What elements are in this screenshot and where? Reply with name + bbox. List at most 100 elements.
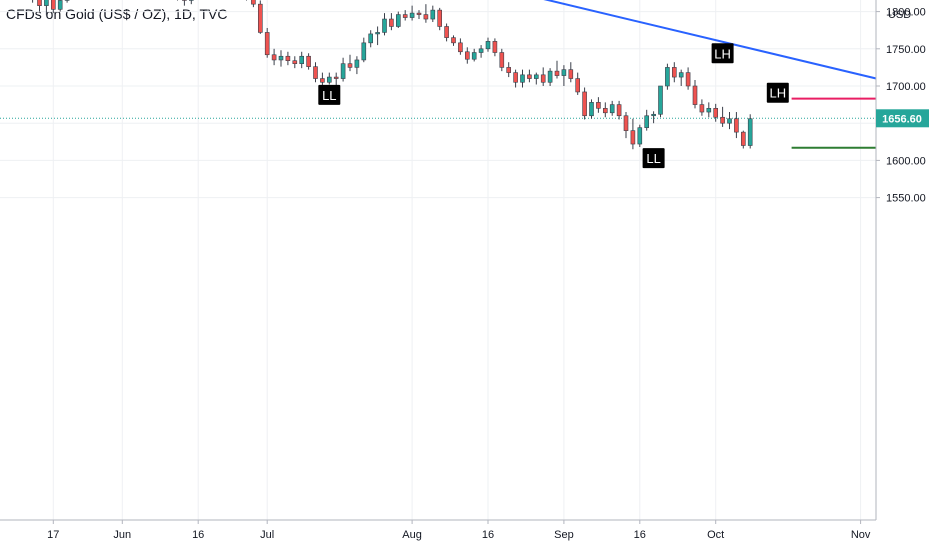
price-badge <box>876 109 929 128</box>
price-badge-label: 1656.60 <box>882 113 922 125</box>
candle-body[interactable] <box>630 130 636 145</box>
y-tick-label: 1800.00 <box>886 7 926 19</box>
candle-body[interactable] <box>740 131 746 146</box>
candle-body[interactable] <box>651 113 656 117</box>
candle-body[interactable] <box>685 72 691 87</box>
candle-body[interactable] <box>430 9 436 20</box>
candle-body[interactable] <box>57 0 63 10</box>
candle-body[interactable] <box>416 12 422 15</box>
x-tick-label: 16 <box>634 529 646 541</box>
candle-body[interactable] <box>554 70 560 76</box>
candle-body[interactable] <box>292 60 298 64</box>
candle-body[interactable] <box>513 72 518 83</box>
axis-currency: USD <box>888 9 911 21</box>
x-tick-label: Sep <box>554 529 574 541</box>
candle-body[interactable] <box>568 69 574 79</box>
x-tick-label: Jun <box>113 529 131 541</box>
candle-body[interactable] <box>271 54 277 61</box>
candle-body[interactable] <box>444 26 449 38</box>
trendline[interactable] <box>0 0 896 84</box>
candle-body[interactable] <box>575 78 581 93</box>
annotation-label: LH <box>769 86 786 101</box>
candle-body[interactable] <box>616 104 622 117</box>
candle-body[interactable] <box>734 118 739 133</box>
candle-body[interactable] <box>451 37 456 44</box>
candle-body[interactable] <box>658 85 663 115</box>
candle-body[interactable] <box>437 9 443 27</box>
x-tick-label: 17 <box>47 529 59 541</box>
candle-body[interactable] <box>692 85 698 105</box>
candle-body[interactable] <box>596 102 601 109</box>
candle-body[interactable] <box>478 48 484 53</box>
candle-body[interactable] <box>720 116 725 124</box>
candle-body[interactable] <box>306 55 311 67</box>
x-tick-label: 16 <box>482 529 494 541</box>
annotation-label: LL <box>322 88 336 103</box>
candle-body[interactable] <box>340 63 346 79</box>
candle-body[interactable] <box>706 108 712 113</box>
candle-body[interactable] <box>285 55 291 62</box>
candle-body[interactable] <box>609 104 615 114</box>
candle-body[interactable] <box>678 72 684 78</box>
candle-body[interactable] <box>251 0 256 5</box>
price-axis[interactable] <box>876 0 932 550</box>
candle-body[interactable] <box>423 14 429 20</box>
candle-body[interactable] <box>375 32 380 35</box>
candle-body[interactable] <box>533 74 539 79</box>
candle-body[interactable] <box>727 118 732 124</box>
candle-body[interactable] <box>747 118 753 146</box>
candle-body[interactable] <box>671 67 677 78</box>
candle-body[interactable] <box>389 18 394 27</box>
candle-body[interactable] <box>458 42 463 53</box>
candle-body[interactable] <box>699 104 705 113</box>
x-tick-label: 16 <box>192 529 204 541</box>
candle-body[interactable] <box>264 32 270 56</box>
candle-body[interactable] <box>540 74 546 83</box>
candle-body[interactable] <box>354 59 360 68</box>
candle-body[interactable] <box>520 74 525 83</box>
y-tick-label: 1550.00 <box>886 193 926 205</box>
candle-body[interactable] <box>395 14 401 27</box>
candle-body[interactable] <box>333 76 339 79</box>
candle-body[interactable] <box>582 91 587 117</box>
candle-body[interactable] <box>50 0 56 10</box>
candle-body[interactable] <box>409 12 415 18</box>
candle-body[interactable] <box>499 52 505 68</box>
candle-body[interactable] <box>602 108 608 114</box>
candle-body[interactable] <box>644 115 650 128</box>
candle-body[interactable] <box>361 42 367 61</box>
candle-body[interactable] <box>347 63 353 68</box>
candle-body[interactable] <box>320 78 325 83</box>
annotation-box <box>642 148 665 169</box>
x-tick-label: Jul <box>260 529 274 541</box>
candle-body[interactable] <box>665 67 670 87</box>
candle-body[interactable] <box>382 18 387 33</box>
candle-body[interactable] <box>527 74 532 79</box>
candle-body[interactable] <box>485 41 491 50</box>
candle-body[interactable] <box>313 66 318 79</box>
candle-body[interactable] <box>44 0 49 6</box>
candle-body[interactable] <box>37 0 42 6</box>
annotation-box <box>318 84 341 105</box>
candle-body[interactable] <box>637 127 643 145</box>
candle-body[interactable] <box>561 69 567 76</box>
candle-body[interactable] <box>278 55 284 61</box>
x-tick-label: Aug <box>402 529 422 541</box>
x-tick-label: Oct <box>707 529 724 541</box>
candle-body[interactable] <box>471 52 477 60</box>
candle-body[interactable] <box>257 3 263 33</box>
candle-body[interactable] <box>623 115 629 131</box>
annotation-box <box>766 82 789 103</box>
candle-body[interactable] <box>506 67 512 73</box>
x-tick-label: Nov <box>851 529 871 541</box>
candle-body[interactable] <box>299 55 305 64</box>
candle-body[interactable] <box>547 70 553 83</box>
candle-body[interactable] <box>713 108 719 118</box>
candle-body[interactable] <box>368 33 374 44</box>
candle-body[interactable] <box>464 51 470 60</box>
candle-body[interactable] <box>402 14 408 18</box>
candle-body[interactable] <box>589 102 594 117</box>
candle-body[interactable] <box>492 41 498 53</box>
candle-body[interactable] <box>326 76 332 83</box>
